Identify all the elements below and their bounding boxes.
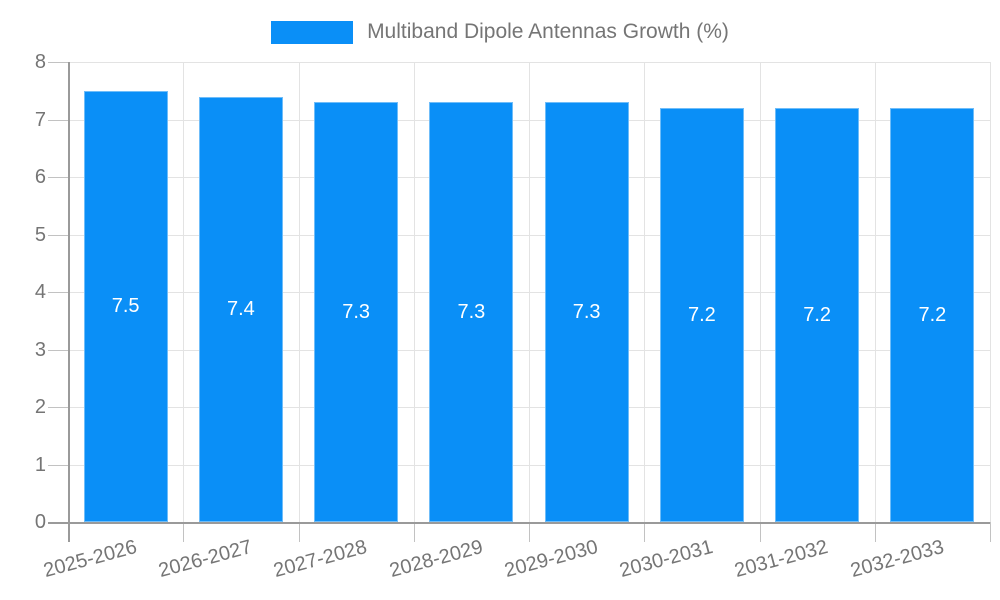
- bar: [429, 102, 514, 522]
- x-axis-line: [48, 522, 990, 524]
- y-axis-label: 6: [34, 166, 46, 188]
- bar: [775, 108, 860, 522]
- y-axis-label: 2: [34, 396, 46, 418]
- x-axis-label: 2032-2033: [847, 536, 947, 583]
- y-axis-tick: [48, 292, 68, 293]
- y-axis-label: 4: [34, 281, 46, 303]
- y-axis-tick: [48, 234, 68, 236]
- bar: [83, 90, 168, 522]
- gridline-vertical: [874, 62, 876, 522]
- legend-label: Multiband Dipole Antennas Growth (%): [367, 20, 729, 43]
- bar-value-label: 7.3: [342, 301, 371, 324]
- bar: [314, 102, 399, 522]
- bar-value-label: 7.4: [226, 298, 255, 321]
- x-axis-tick: [529, 522, 530, 542]
- y-axis-tick: [48, 349, 68, 351]
- bar-value-label: 7.3: [572, 301, 601, 324]
- y-axis-tick: [48, 177, 68, 178]
- y-axis-label: 1: [34, 453, 46, 476]
- gridline-vertical: [990, 62, 991, 522]
- y-axis-tick: [48, 407, 68, 408]
- y-axis-line: [68, 62, 70, 542]
- bar-value-label: 7.2: [803, 304, 832, 326]
- bar-value-label: 7.2: [918, 304, 947, 326]
- bar: [544, 102, 629, 522]
- x-axis-tick: [413, 522, 415, 542]
- gridline-vertical: [298, 62, 300, 522]
- x-axis-label: 2025-2026: [41, 536, 140, 583]
- y-axis-tick: [48, 62, 68, 63]
- x-axis-label: 2030-2031: [617, 536, 716, 583]
- x-axis-label: 2027-2028: [271, 536, 370, 583]
- x-axis-tick: [644, 522, 646, 542]
- gridline-vertical: [759, 62, 761, 522]
- x-axis-tick: [759, 522, 761, 542]
- y-axis-tick: [48, 464, 68, 466]
- x-axis-tick: [874, 522, 876, 542]
- x-axis-label: 2031-2032: [732, 536, 831, 583]
- legend: Multiband Dipole Antennas Growth (%): [0, 20, 1000, 44]
- x-axis-tick: [183, 522, 185, 542]
- legend-swatch: [271, 20, 354, 44]
- gridline-vertical: [529, 62, 530, 522]
- y-axis-label: 5: [34, 223, 46, 246]
- bar-value-label: 7.2: [687, 304, 716, 326]
- x-axis-tick: [298, 522, 300, 542]
- y-axis-label: 7: [34, 108, 46, 131]
- x-axis-label: 2029-2030: [502, 536, 601, 583]
- x-axis-label: 2026-2027: [156, 536, 255, 583]
- gridline-vertical: [183, 62, 185, 522]
- gridline-vertical: [413, 62, 415, 522]
- bar: [890, 108, 975, 522]
- bar-value-label: 7.5: [111, 295, 140, 318]
- bar: [659, 108, 744, 522]
- gridline-vertical: [644, 62, 646, 522]
- y-axis-label: 0: [34, 511, 46, 533]
- y-axis-label: 8: [34, 51, 46, 73]
- y-axis-tick: [48, 119, 68, 121]
- y-axis-label: 3: [34, 338, 46, 361]
- bar: [198, 96, 283, 522]
- bar-value-label: 7.3: [457, 301, 486, 324]
- x-axis-tick: [990, 522, 991, 542]
- x-axis-label: 2028-2029: [386, 536, 486, 583]
